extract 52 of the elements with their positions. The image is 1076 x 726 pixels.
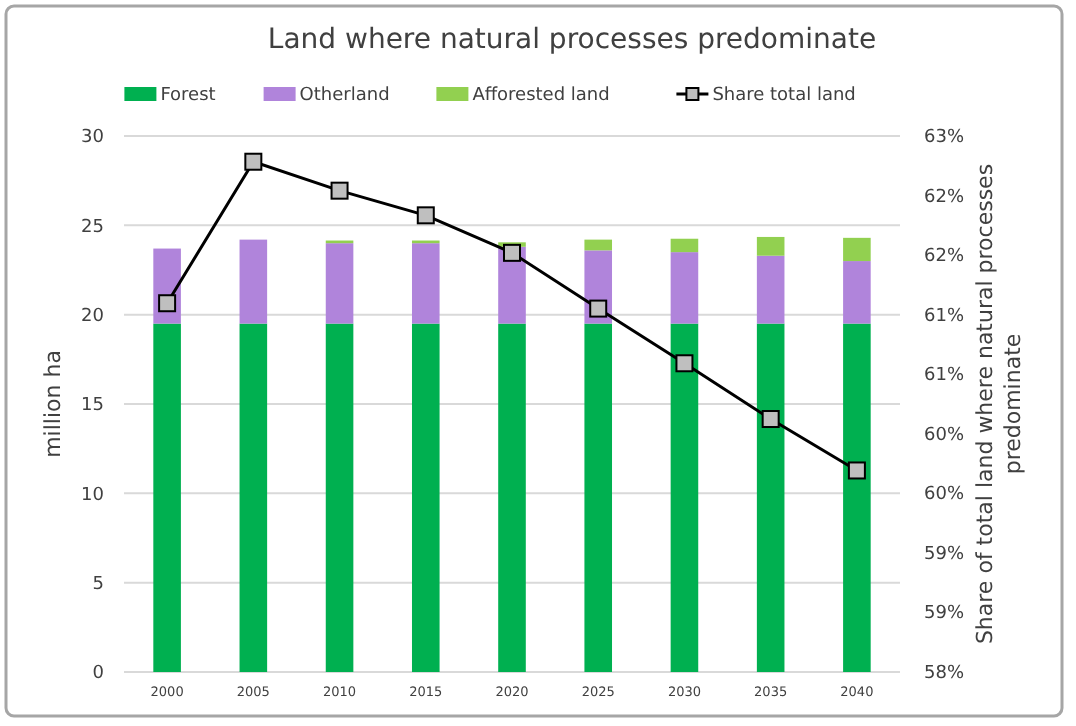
bar: [756, 236, 785, 256]
bar: [843, 323, 871, 672]
bar: [239, 239, 268, 324]
y2-axis-title: Share of total land where natural processes predominate: [972, 163, 1026, 645]
y-tick-label: 5: [92, 574, 104, 595]
bar: [411, 323, 440, 672]
bar: [670, 238, 699, 253]
y-tick-label: 0: [92, 664, 105, 685]
point: [589, 299, 608, 318]
legend-label: Share total land: [712, 86, 856, 107]
point: [244, 152, 263, 171]
y2-tick-label: 62%: [924, 247, 965, 268]
y2-tick-label: 60%: [924, 485, 965, 506]
y2-tick-label: 63%: [924, 128, 965, 149]
y2-tick-label: 59%: [924, 604, 965, 625]
point: [416, 206, 435, 225]
y2-tick-label: 61%: [924, 307, 965, 328]
y2-tick-label: 60%: [924, 426, 965, 447]
y-tick-label: 25: [81, 217, 104, 238]
point: [761, 410, 780, 429]
y-tick-label: 15: [81, 396, 104, 417]
legend-label: Forest: [160, 86, 217, 107]
bar: [843, 261, 871, 324]
point: [503, 243, 521, 262]
y-axis-title: million ha: [40, 350, 66, 458]
y2-tick-label: 61%: [924, 366, 965, 387]
y2-tick-label: 59%: [924, 545, 965, 566]
bar: [239, 323, 268, 672]
y-tick-label: 30: [81, 128, 105, 149]
point: [675, 354, 694, 373]
y-tick-label: 20: [81, 306, 105, 327]
bar: [756, 255, 785, 324]
bar: [670, 323, 699, 672]
bar: [325, 243, 354, 324]
bar: [411, 243, 440, 324]
bar: [153, 323, 181, 672]
chart-title: Land where natural processes predominate: [267, 24, 877, 56]
y2-tick-label: 62%: [924, 188, 965, 209]
bar: [325, 323, 354, 672]
bar: [670, 252, 699, 324]
legend-label: Otherland: [299, 86, 390, 107]
bar: [843, 237, 871, 262]
bar: [584, 323, 613, 672]
point: [847, 461, 866, 480]
point: [330, 181, 349, 200]
bar: [756, 323, 785, 672]
y2-tick-label: 58%: [924, 664, 965, 685]
point: [158, 294, 177, 313]
bar: [584, 239, 613, 251]
y-tick-label: 10: [81, 485, 105, 506]
bar: [498, 323, 526, 672]
legend-label: Afforested land: [472, 86, 610, 107]
